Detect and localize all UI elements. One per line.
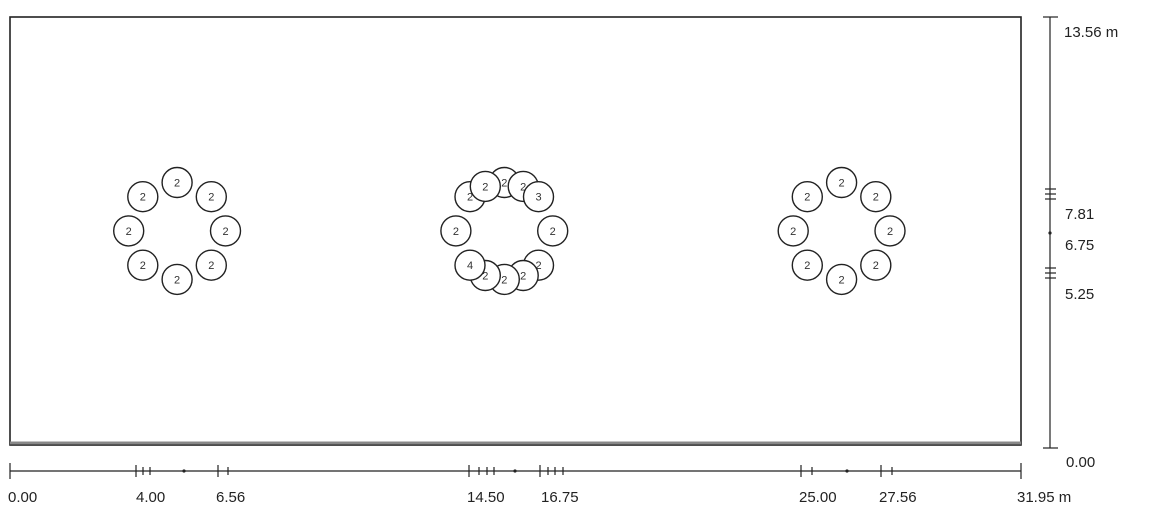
pile-label: 3 — [535, 192, 541, 204]
x-label-2756: 27.56 — [879, 489, 917, 506]
x-label-0: 0.00 — [8, 489, 37, 506]
pile-label: 2 — [839, 178, 845, 190]
pile-circle — [209, 215, 242, 247]
pile-circle — [112, 215, 145, 247]
pile-label: 2 — [208, 260, 214, 272]
x-label-1675: 16.75 — [541, 489, 579, 506]
y-label-525: 5.25 — [1065, 286, 1094, 303]
pile-label: 4 — [467, 260, 473, 272]
pile-label: 2 — [222, 226, 228, 238]
pile-label: 2 — [804, 192, 810, 204]
pile-circle — [469, 170, 501, 203]
pile-group-left: 2 2 2 2 2 2 2 2 — [112, 166, 242, 296]
pile-label: 2 — [453, 226, 459, 238]
pile-label: 2 — [140, 260, 146, 272]
pile-label: 2 — [467, 192, 473, 204]
pile-label: 2 — [174, 178, 180, 190]
pile-label: 2 — [126, 226, 132, 238]
pile-label: 2 — [790, 226, 796, 238]
pile-circle — [127, 249, 159, 281]
pile-circle — [454, 249, 486, 281]
pile-circle — [195, 249, 228, 281]
pile-circle — [440, 215, 472, 247]
pile-circle — [127, 180, 159, 213]
pile-label: 2 — [174, 274, 180, 286]
x-label-656: 6.56 — [216, 489, 245, 506]
pile-circle — [860, 249, 892, 281]
pile-label: 2 — [520, 181, 526, 193]
pile-label: 2 — [887, 226, 893, 238]
y-label-781: 7.81 — [1065, 206, 1094, 223]
pile-label: 2 — [482, 271, 488, 283]
plan-outline — [9, 16, 1022, 446]
pile-circle — [777, 215, 809, 247]
pile-circle — [791, 249, 823, 281]
pile-circle — [161, 263, 193, 296]
pile-label: 2 — [535, 260, 541, 272]
pile-label: 2 — [482, 181, 488, 193]
x-mark-dot — [845, 469, 849, 473]
pile-label: 2 — [208, 192, 214, 204]
y-mark-dot — [1048, 231, 1052, 235]
pile-circle — [161, 166, 193, 199]
x-dimension-axis: 0.00 4.00 6.56 14.50 16.75 25.00 27.56 3… — [8, 463, 1071, 506]
x-label-4: 4.00 — [136, 489, 165, 506]
x-label-1450: 14.50 — [467, 489, 505, 506]
pile-label: 2 — [520, 271, 526, 283]
pile-circle — [860, 180, 892, 213]
pile-label: 2 — [804, 260, 810, 272]
y-dimension-axis: 13.56 m 7.81 6.75 5.25 0.00 — [1043, 16, 1118, 471]
pile-circle — [825, 166, 858, 199]
pile-label: 2 — [839, 274, 845, 286]
pile-label: 2 — [873, 192, 879, 204]
pile-label: 2 — [140, 192, 146, 204]
pile-group-right: 2 2 2 2 2 2 2 2 — [777, 166, 906, 296]
y-label-675: 6.75 — [1065, 237, 1094, 254]
pile-label: 2 — [550, 226, 556, 238]
x-mark-dot — [182, 469, 186, 473]
pile-circle — [874, 215, 906, 247]
pile-circle — [537, 215, 569, 247]
pile-circle — [791, 180, 823, 213]
pile-label: 2 — [873, 260, 879, 272]
y-label-0: 0.00 — [1066, 454, 1095, 471]
pile-circle — [195, 180, 228, 213]
pile-label: 2 — [501, 274, 507, 286]
pile-label: 2 — [501, 178, 507, 190]
pile-circle — [522, 180, 555, 213]
x-label-3195: 31.95 m — [1017, 489, 1071, 506]
pile-circle — [825, 263, 858, 296]
x-label-2500: 25.00 — [799, 489, 837, 506]
x-mark-dot — [513, 469, 517, 473]
y-label-1356: 13.56 m — [1064, 24, 1118, 41]
